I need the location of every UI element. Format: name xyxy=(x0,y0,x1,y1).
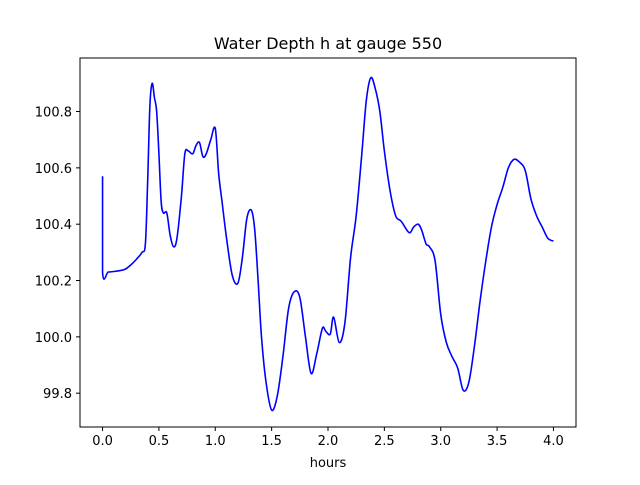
x-tick-label: 3.0 xyxy=(430,434,451,449)
x-tick-label: 1.0 xyxy=(205,434,226,449)
x-axis-label: hours xyxy=(310,456,347,471)
y-tick-label: 100.6 xyxy=(35,162,72,177)
x-tick-label: 1.5 xyxy=(261,434,282,449)
x-tick-label: 0.0 xyxy=(92,434,113,449)
y-tick-label: 100.8 xyxy=(35,106,72,121)
plot-area-background xyxy=(80,58,576,427)
x-tick-label: 2.5 xyxy=(374,434,395,449)
x-tick-label: 4.0 xyxy=(543,434,564,449)
x-tick-label: 0.5 xyxy=(149,434,170,449)
series-layer xyxy=(101,76,554,412)
x-tick-label: 2.0 xyxy=(318,434,339,449)
chart-title: Water Depth h at gauge 550 xyxy=(214,34,442,53)
y-tick-label: 100.0 xyxy=(35,331,72,346)
series-line-0 xyxy=(101,76,554,412)
x-axis-ticks: 0.0 0.5 1.0 1.5 2.0 2.5 3.0 3.5 4.0 xyxy=(92,427,564,449)
x-tick-label: 3.5 xyxy=(487,434,508,449)
y-tick-label: 100.4 xyxy=(35,218,72,233)
y-tick-label: 100.2 xyxy=(35,275,72,290)
y-axis-ticks: 99.8 100.0 100.2 100.4 100.6 100.8 xyxy=(35,106,80,402)
y-tick-label: 99.8 xyxy=(43,387,72,402)
